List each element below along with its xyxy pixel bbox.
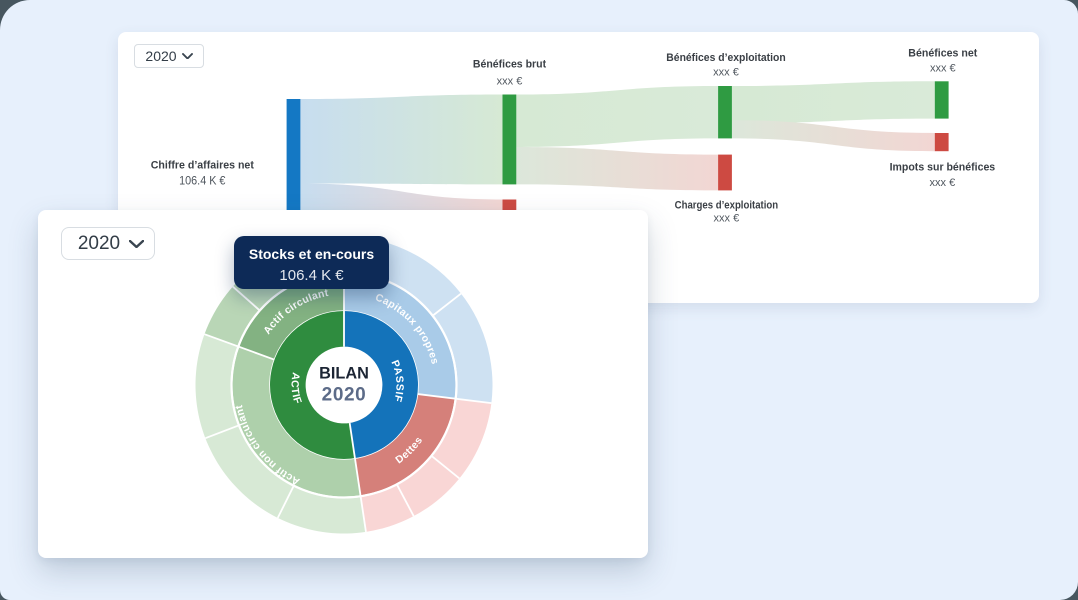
svg-text:xxx €: xxx € [713, 66, 739, 78]
svg-text:2020: 2020 [322, 384, 367, 405]
svg-text:xxx €: xxx € [930, 63, 956, 75]
svg-text:xxx €: xxx € [714, 213, 740, 225]
svg-text:Bénéfices d’exploitation: Bénéfices d’exploitation [666, 52, 786, 64]
svg-text:Bénéfices net: Bénéfices net [908, 48, 977, 60]
svg-text:Impots sur bénéfices: Impots sur bénéfices [890, 162, 996, 174]
svg-text:Bénéfices brut: Bénéfices brut [473, 59, 547, 71]
svg-text:Charges d’exploitation: Charges d’exploitation [675, 200, 779, 212]
svg-text:xxx €: xxx € [930, 177, 956, 189]
svg-text:ACTIF: ACTIF [288, 371, 303, 406]
svg-text:xxx €: xxx € [497, 76, 523, 88]
svg-text:Chiffre d’affaires net: Chiffre d’affaires net [151, 159, 254, 171]
svg-text:106.4 K €: 106.4 K € [179, 175, 226, 187]
svg-text:BILAN: BILAN [319, 365, 369, 383]
